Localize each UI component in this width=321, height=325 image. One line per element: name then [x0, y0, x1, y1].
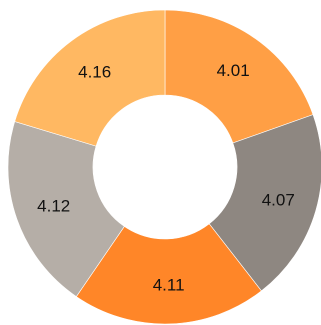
donut-slice-3	[75, 223, 262, 325]
donut-slice-2	[208, 114, 321, 292]
donut-slice-5	[14, 9, 166, 147]
donut-slice-1	[164, 9, 314, 144]
slice-label-1: 4.01	[217, 61, 250, 80]
slice-label-3: 4.11	[153, 275, 185, 294]
slice-label-5: 4.16	[78, 63, 111, 82]
slice-label-2: 4.07	[262, 191, 295, 210]
slice-label-4: 4.12	[37, 197, 70, 216]
donut-slice-4	[7, 121, 125, 297]
